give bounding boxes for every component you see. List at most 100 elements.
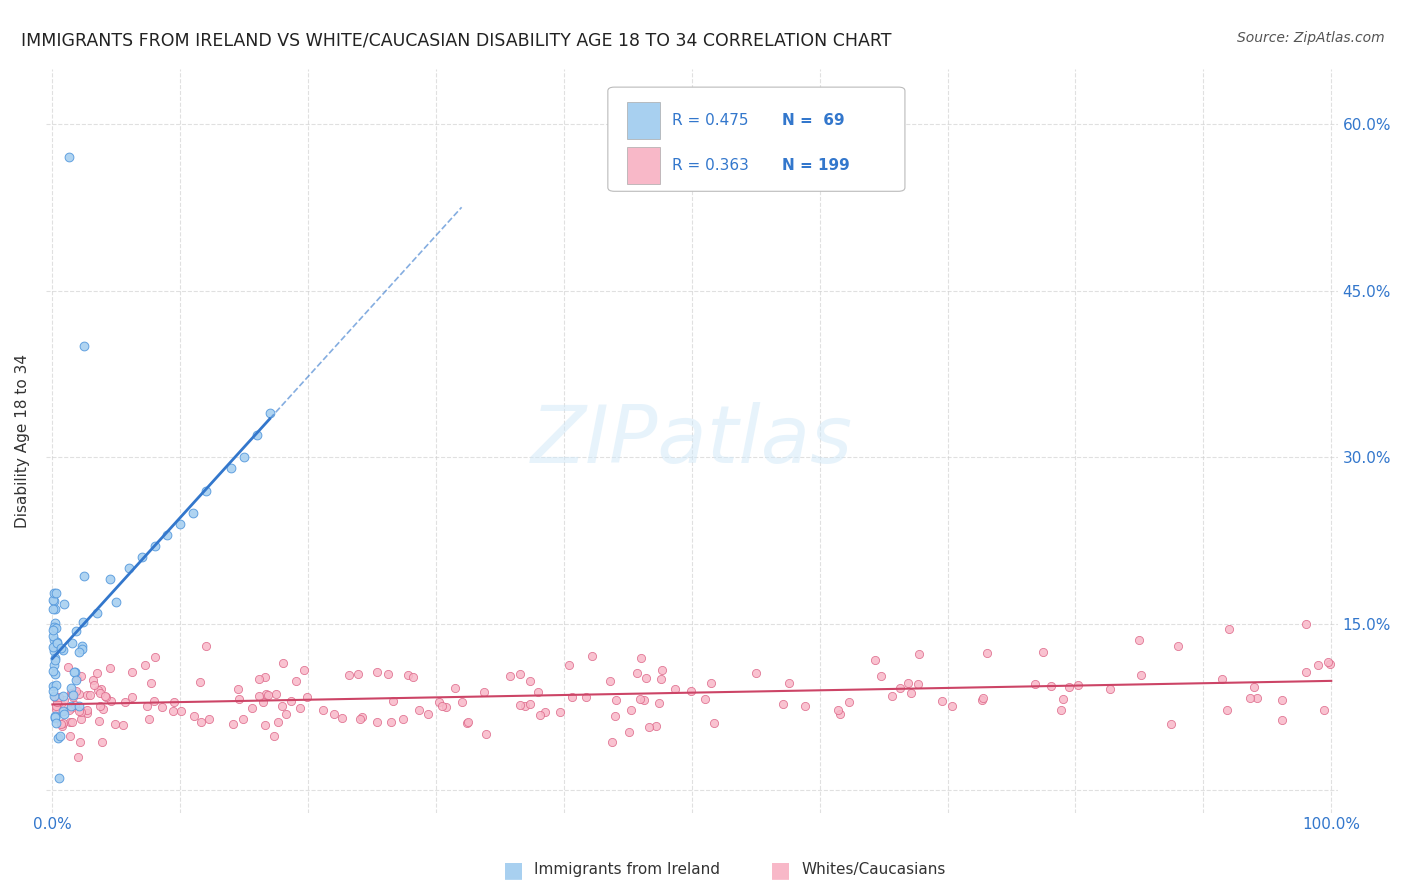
Point <box>67 645 90 659</box>
Text: Whites/Caucasians: Whites/Caucasians <box>801 863 946 877</box>
Point <box>94 689 117 703</box>
Point <box>45 695 67 709</box>
Point <box>45 702 67 716</box>
Point <box>194 483 217 498</box>
Point <box>246 428 269 442</box>
Point <box>700 676 723 690</box>
Point <box>66 671 89 685</box>
Point <box>1271 693 1294 707</box>
Point <box>44 616 66 631</box>
Point <box>561 690 583 705</box>
Point <box>259 406 281 420</box>
Point <box>45 678 67 692</box>
Point <box>105 594 128 608</box>
Point <box>1050 703 1073 717</box>
Point <box>880 689 903 703</box>
Point <box>617 725 640 739</box>
Point <box>509 666 531 681</box>
Point <box>1211 672 1233 686</box>
Point <box>519 697 541 711</box>
Point <box>349 712 371 726</box>
Point <box>828 707 851 722</box>
Text: Immigrants from Ireland: Immigrants from Ireland <box>534 863 720 877</box>
Point <box>1160 717 1182 731</box>
Point <box>323 707 346 722</box>
Point <box>41 684 63 698</box>
Point <box>1032 645 1054 659</box>
Point <box>181 506 204 520</box>
Point <box>1243 680 1265 694</box>
Point <box>1040 679 1063 693</box>
Point <box>42 602 65 616</box>
Point <box>63 665 86 680</box>
Point <box>135 699 157 714</box>
Point <box>44 690 66 704</box>
Point <box>66 750 89 764</box>
Point <box>44 651 66 665</box>
Point <box>121 690 143 705</box>
Point <box>254 688 277 702</box>
Point <box>222 717 245 731</box>
Point <box>42 633 65 648</box>
Point <box>827 703 849 717</box>
Point <box>1057 681 1080 695</box>
Point <box>472 684 495 698</box>
Text: ■: ■ <box>503 860 523 880</box>
Point <box>59 714 82 729</box>
Point <box>89 698 111 713</box>
Point <box>42 586 65 600</box>
Point <box>44 710 66 724</box>
Point <box>82 673 104 687</box>
Point <box>330 711 353 725</box>
Point <box>91 735 114 749</box>
Point <box>534 705 557 719</box>
Point <box>52 643 75 657</box>
Point <box>633 693 655 707</box>
Point <box>247 672 270 686</box>
Point <box>267 714 290 729</box>
Point <box>451 695 474 709</box>
Point <box>90 681 112 696</box>
Point <box>44 666 66 681</box>
Point <box>112 718 135 732</box>
Point <box>264 687 287 701</box>
Point <box>52 690 75 704</box>
Point <box>162 704 184 718</box>
Point <box>240 701 263 715</box>
Point <box>142 694 165 708</box>
Point <box>51 697 73 711</box>
Point <box>630 651 652 665</box>
Point <box>139 676 162 690</box>
Point <box>600 734 623 748</box>
Point <box>513 699 536 714</box>
Point <box>1308 657 1330 672</box>
Point <box>42 620 65 634</box>
Point <box>233 450 256 465</box>
Point <box>104 716 127 731</box>
Point <box>693 692 716 706</box>
Point <box>94 690 117 705</box>
Point <box>1052 692 1074 706</box>
Point <box>89 686 111 700</box>
Point <box>605 709 627 723</box>
Point <box>65 673 87 688</box>
Point <box>527 684 550 698</box>
Point <box>194 639 217 653</box>
Point <box>1295 616 1317 631</box>
Point <box>599 673 621 688</box>
Point <box>49 729 72 743</box>
Point <box>44 690 66 704</box>
Point <box>58 150 80 164</box>
Point <box>744 665 766 680</box>
Point <box>79 689 101 703</box>
Point <box>65 624 87 638</box>
Point <box>83 678 105 692</box>
Point <box>392 712 415 726</box>
Point <box>1312 703 1334 717</box>
Point <box>67 704 90 718</box>
Point <box>73 339 96 353</box>
FancyBboxPatch shape <box>627 102 659 139</box>
Point <box>169 516 191 531</box>
Point <box>69 735 91 749</box>
Point <box>499 669 522 683</box>
